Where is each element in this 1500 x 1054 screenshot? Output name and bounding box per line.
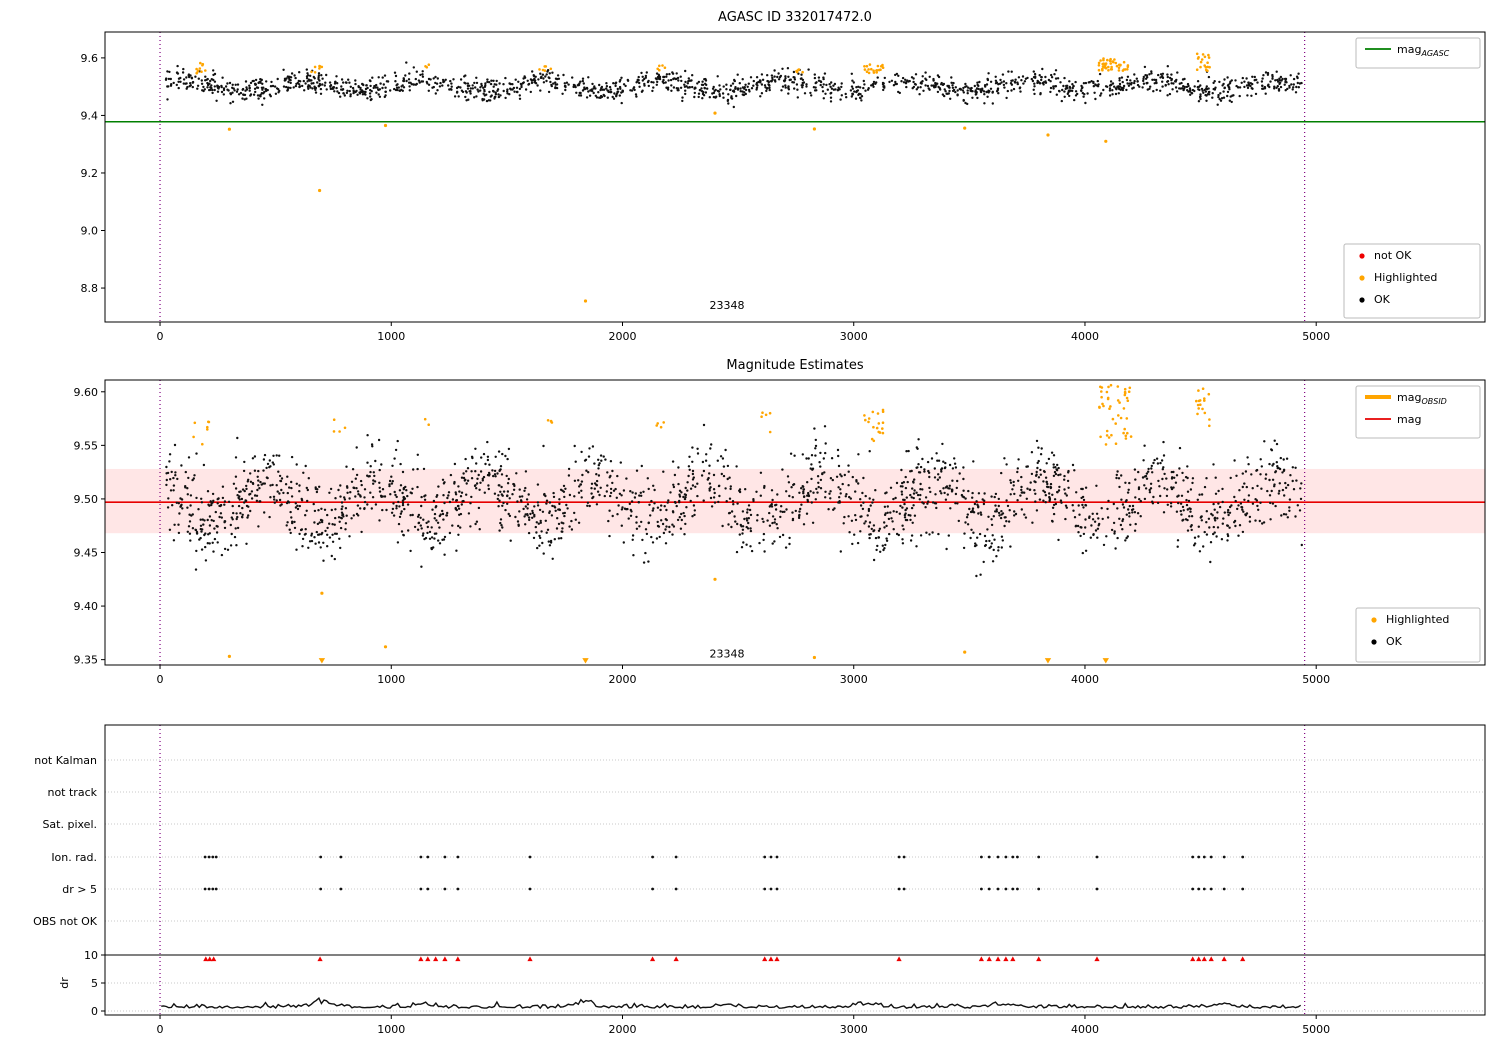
quality-flags-chart: 0 1000 2000 3000 4000 5000 not Kalman not track… [33,724,1486,1036]
obsid-annotation: 23348 [710,648,745,661]
clipped-low-marker [318,658,326,664]
dr-axis-label: dr [58,977,71,989]
chart-title: AGASC ID 332017472.0 [718,10,872,25]
legend-frame [1355,37,1481,69]
magnitude-estimates-chart: 0 1000 2000 3000 4000 5000 9.35 9.40 9.45 9.50 9.5… [74,358,1486,686]
x-tick-label: 3000 [840,330,868,343]
ok-points [165,423,1304,578]
legend-frame [1343,243,1481,319]
legend: magAGASC [1355,37,1481,69]
flag-row-label: OBS not OK [33,915,98,928]
x-tick-label: 0 [157,673,164,686]
mag-uncertainty-band [105,468,1485,534]
dr-exceed-markers [203,956,1246,962]
flag-row-label: Sat. pixel. [42,818,97,831]
x-tick-label: 3000 [840,1023,868,1036]
y-tick-label: 9.0 [81,225,99,238]
legend-marker-dot [1359,297,1365,303]
x-tick-label: 5000 [1302,673,1330,686]
x-tick-label: 2000 [609,1023,637,1036]
y-tick-label: 9.60 [74,386,99,399]
x-tick-label: 3000 [840,673,868,686]
x-tick-label: 4000 [1071,330,1099,343]
chart-title: Magnitude Estimates [726,358,863,373]
x-tick-label: 0 [157,330,164,343]
axes-frame [104,31,1486,323]
legend: Highlighted OK [1355,607,1481,663]
legend-label: Highlighted [1374,271,1437,284]
flag-row-label: dr > 5 [62,883,97,896]
legend-label: mag [1397,413,1421,426]
axes-frame [104,379,1486,666]
dr-tick-label: 0 [91,1005,98,1018]
x-tick-label: 2000 [609,330,637,343]
legend-marker-dot [1359,253,1365,259]
x-tick-label: 1000 [377,330,405,343]
axes-frame [104,724,1486,1016]
y-tick-label: 9.50 [74,493,99,506]
legend-label: OK [1374,293,1391,306]
flag-dots [203,887,1245,891]
dr-tick-label: 10 [84,949,98,962]
legend-frame [1355,607,1481,663]
clipped-low-marker [1044,658,1052,664]
obsid-annotation: 23348 [710,299,745,312]
dr-trace [161,996,1302,1010]
x-tick-label: 4000 [1071,1023,1099,1036]
legend: not OK Highlighted OK [1343,243,1481,319]
flag-dots [203,855,1245,859]
x-tick-label: 5000 [1302,330,1330,343]
ok-points [164,61,1303,109]
x-tick-label: 5000 [1302,1023,1330,1036]
legend-marker-dot [1371,617,1377,623]
flag-row-label: not track [47,786,97,799]
x-tick-label: 1000 [377,1023,405,1036]
x-tick-label: 4000 [1071,673,1099,686]
y-tick-label: 9.2 [81,167,99,180]
flag-row-label: Ion. rad. [51,851,97,864]
y-tick-label: 8.8 [81,282,99,295]
highlighted-points [195,52,1211,303]
legend-label: OK [1386,635,1403,648]
dr-tick-label: 5 [91,977,98,990]
gridlines [105,759,1485,1012]
legend-marker-dot [1359,275,1365,281]
legend-label: Highlighted [1386,613,1449,626]
legend-marker-dot [1371,639,1377,645]
x-tick-label: 0 [157,1023,164,1036]
y-tick-label: 9.45 [74,547,99,560]
agasc-mag-chart: 0 1000 2000 3000 4000 5000 8.8 9.0 9.2 9.4 9.6 2334… [81,10,1486,343]
y-tick-label: 9.35 [74,654,99,667]
y-tick-label: 9.6 [81,52,99,65]
x-tick-label: 1000 [377,673,405,686]
y-tick-label: 9.4 [81,109,99,122]
flag-row-label: not Kalman [34,754,97,767]
y-tick-label: 9.55 [74,439,99,452]
x-tick-label: 2000 [609,673,637,686]
clipped-low-marker [582,658,589,664]
y-tick-label: 9.40 [74,600,99,613]
clipped-low-marker [1102,658,1109,664]
highlighted-points [192,383,1211,664]
legend-label: not OK [1374,249,1412,262]
